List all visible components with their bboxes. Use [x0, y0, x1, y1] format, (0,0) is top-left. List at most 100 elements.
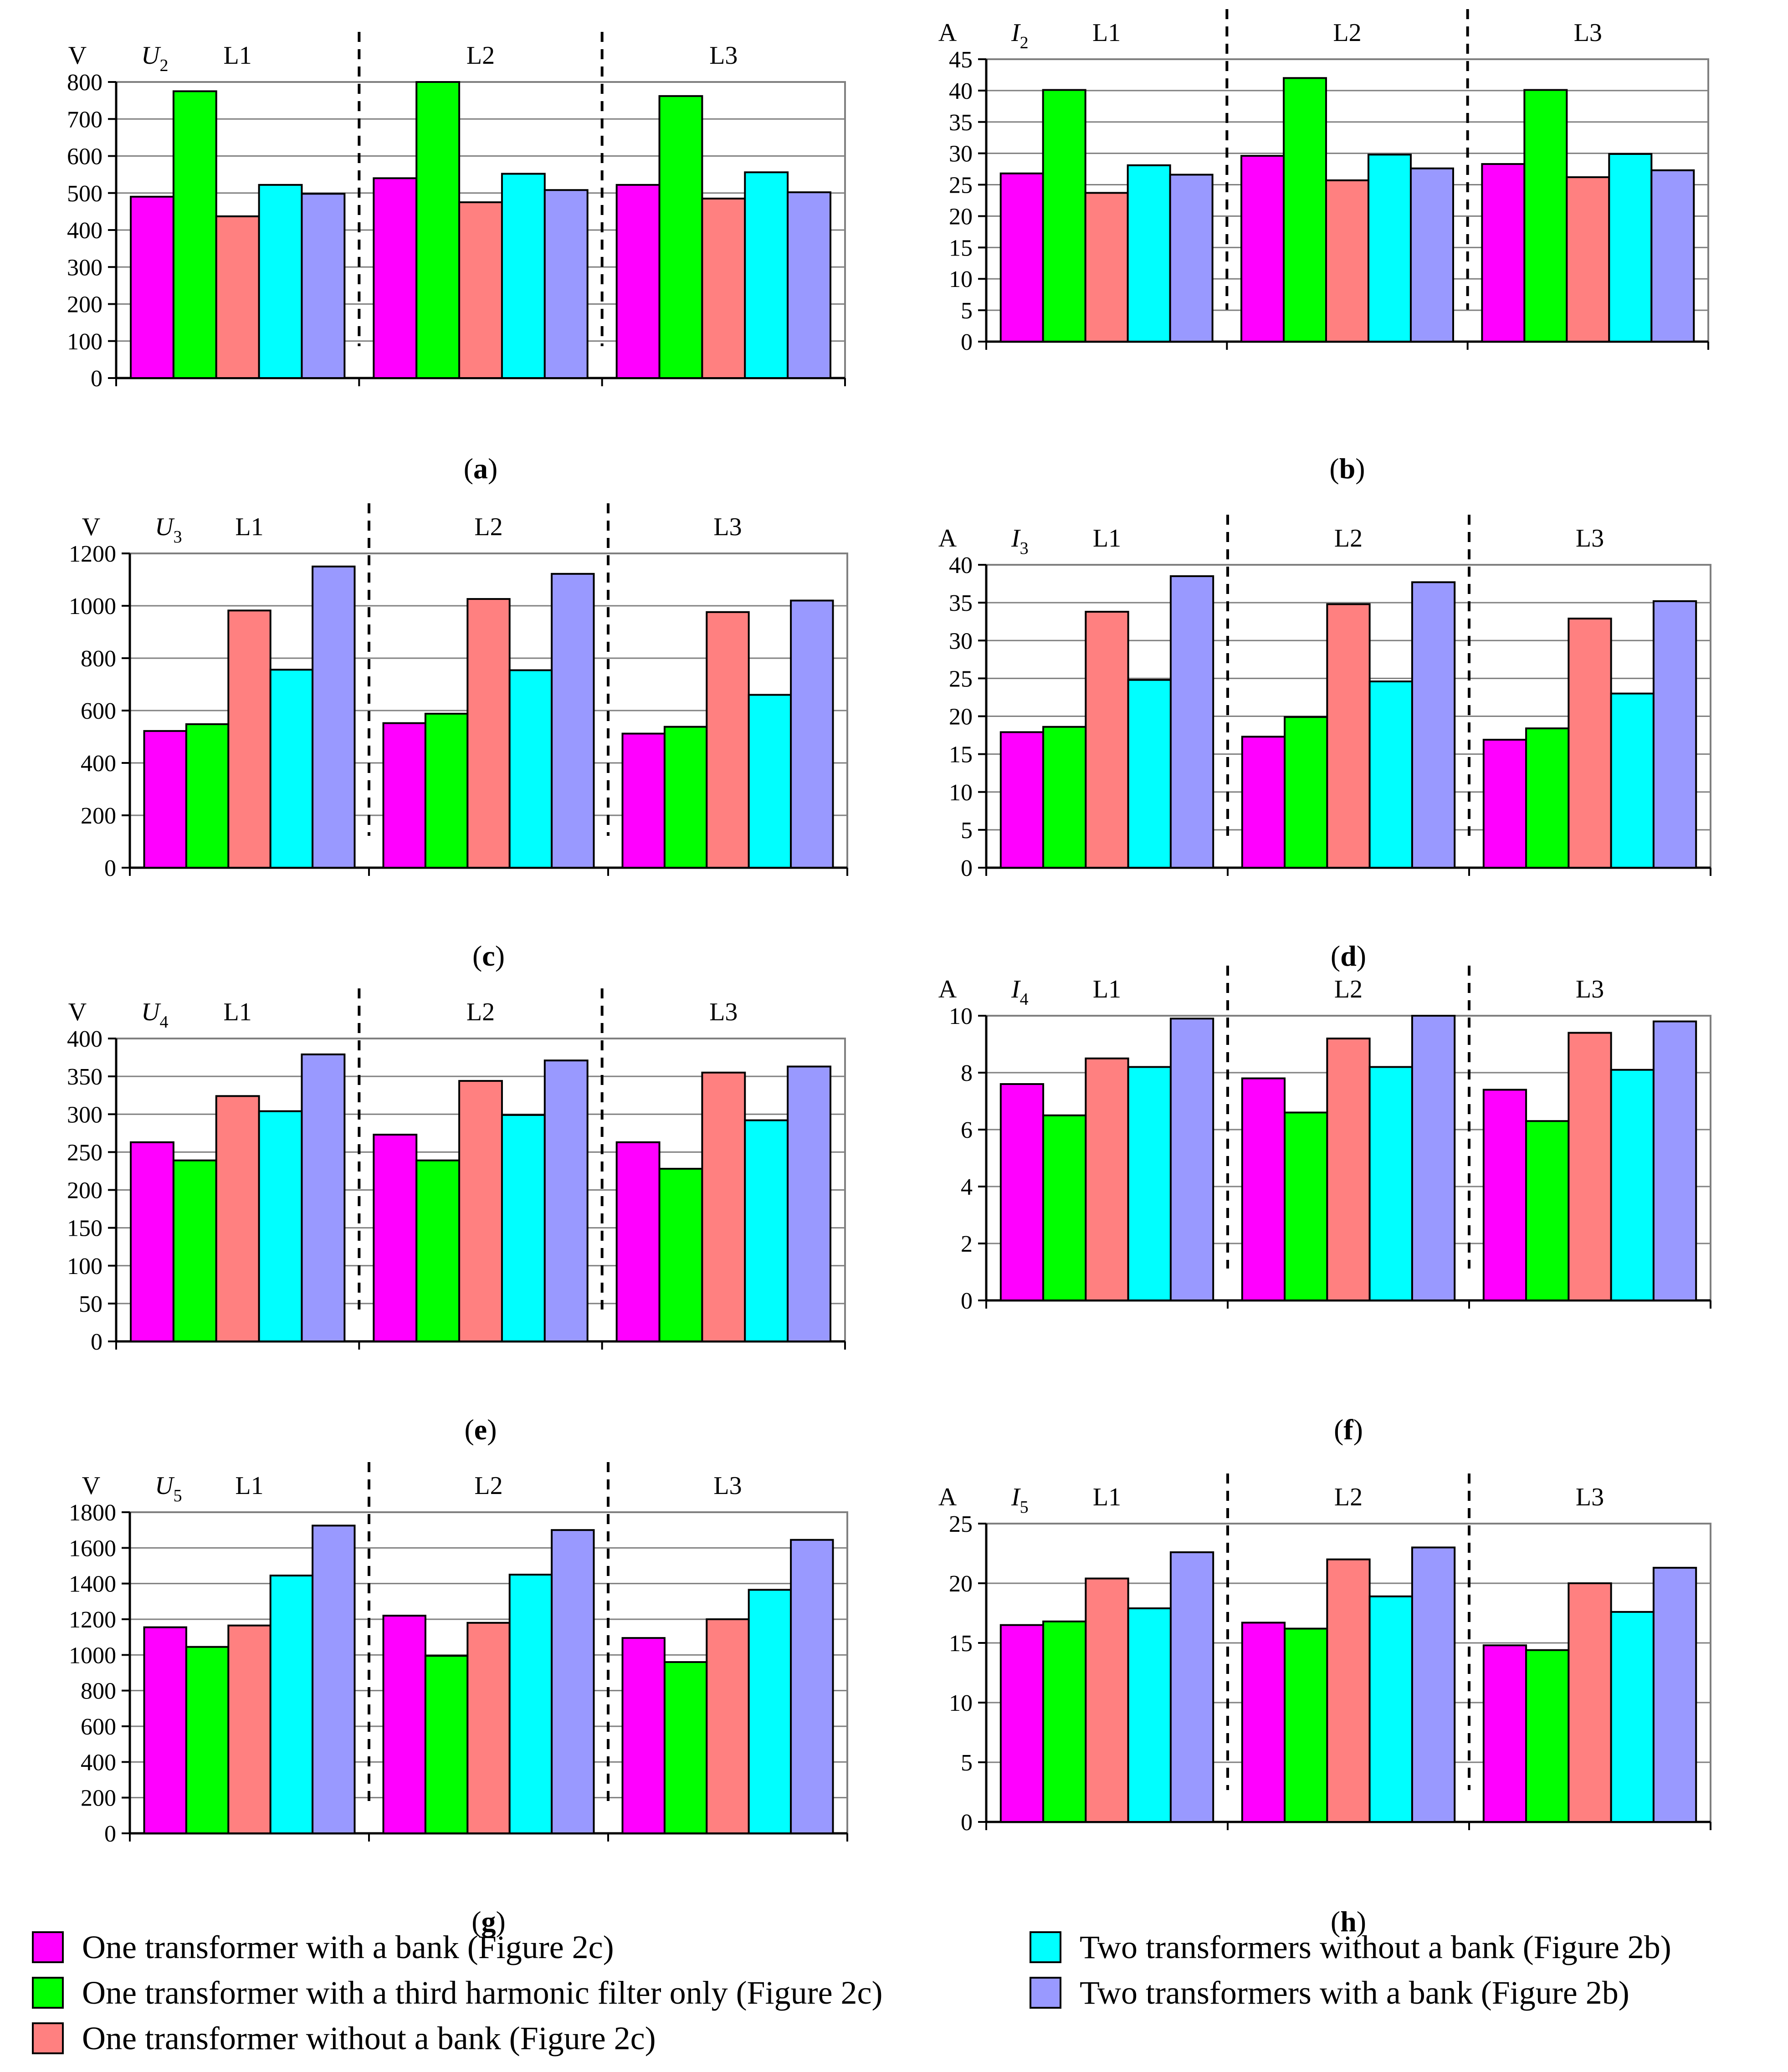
bar [1650, 169, 1695, 343]
bar [1523, 89, 1568, 343]
bar [1326, 1558, 1371, 1823]
bar [1367, 153, 1412, 343]
y-tick-label: 8 [961, 1060, 973, 1086]
bar [185, 1646, 230, 1834]
bar [269, 669, 314, 869]
bar [312, 565, 356, 869]
bar [1241, 736, 1286, 869]
legend-item: Two transformers with a bank (Figure 2b) [1030, 1972, 1629, 2013]
unit-label: A [938, 1483, 957, 1511]
panel-caption: (f) [1334, 1413, 1363, 1446]
bar [701, 197, 746, 379]
bar [1283, 77, 1327, 343]
bar [215, 215, 260, 379]
panel-caption-part: ( [471, 1905, 481, 1938]
category-label: L1 [235, 513, 263, 541]
chart-panel-e: 0 50 100 150 200 250 300 350 400 L1 L2 L3 V U4 (e) [67, 988, 846, 1446]
legend-label: One transformer with a bank (Figure 2c) [82, 1929, 614, 1965]
panel-caption: (d) [1331, 940, 1366, 972]
bar [143, 730, 187, 869]
bar [1568, 1582, 1612, 1823]
quantity-label: I5 [1011, 1483, 1029, 1517]
panel-caption-part: ( [464, 1413, 474, 1446]
panel-caption-part: ( [472, 940, 482, 972]
bar [1411, 1546, 1456, 1823]
bar [143, 1626, 187, 1834]
unit-label: A [938, 975, 957, 1003]
y-tick-label: 35 [949, 590, 973, 616]
bar [1610, 692, 1655, 869]
y-tick-label: 300 [67, 255, 102, 281]
chart-panel-c: 0 200 400 600 800 1000 1200 L1 L2 L3 V U3 (c) [69, 503, 848, 972]
panel-caption: (g) [471, 1905, 506, 1938]
legend-label: One transformer without a bank (Figure 2… [82, 2020, 656, 2057]
quantity-subscript: 2 [1020, 33, 1029, 52]
category-label: L3 [1576, 524, 1604, 553]
bar [1608, 153, 1653, 343]
bar [999, 172, 1044, 343]
bar [130, 195, 174, 379]
unit-label: A [938, 19, 957, 47]
bar [1042, 89, 1086, 343]
panel-caption: (b) [1329, 452, 1365, 485]
bar [1169, 1551, 1214, 1823]
y-tick-label: 25 [949, 173, 973, 199]
y-tick-label: 0 [961, 329, 973, 355]
y-tick-label: 400 [81, 1750, 116, 1775]
y-tick-label: 50 [79, 1291, 102, 1317]
y-tick-label: 150 [67, 1216, 102, 1242]
bar [706, 1618, 750, 1834]
bar [1085, 1577, 1129, 1823]
bar [551, 573, 595, 869]
legend-swatch [32, 1977, 64, 2009]
quantity-label: U2 [141, 41, 168, 75]
y-tick-label: 800 [81, 646, 116, 672]
legend-swatch [32, 1931, 64, 1963]
y-tick-label: 600 [67, 144, 102, 170]
bar [373, 177, 418, 379]
bar [999, 1083, 1045, 1301]
bar [1652, 1566, 1697, 1823]
y-tick-label: 15 [949, 742, 973, 768]
y-tick-label: 1000 [69, 1642, 116, 1668]
bar [1240, 155, 1285, 343]
quantity-symbol: I [1011, 1483, 1021, 1511]
y-tick-label: 15 [949, 1631, 973, 1657]
category-label: L3 [709, 998, 738, 1026]
bar [1127, 679, 1172, 869]
y-tick-label: 45 [949, 47, 973, 73]
panel-caption-part: c [482, 940, 495, 972]
y-tick-label: 10 [949, 1690, 973, 1716]
bar [415, 81, 461, 379]
bar [1482, 739, 1527, 869]
category-label: L1 [235, 1472, 263, 1500]
y-tick-label: 100 [67, 1253, 102, 1279]
quantity-symbol: U [141, 998, 161, 1026]
category-label: L3 [713, 1472, 742, 1500]
quantity-symbol: U [155, 513, 175, 541]
bar [1411, 581, 1456, 869]
y-tick-label: 35 [949, 110, 973, 136]
category-label: L3 [1576, 975, 1604, 1003]
category-label: L2 [474, 513, 502, 541]
y-tick-label: 40 [949, 78, 973, 104]
bar [621, 732, 666, 869]
bar [790, 599, 834, 869]
y-tick-label: 6 [961, 1117, 973, 1143]
y-tick-label: 800 [67, 70, 102, 96]
panel-caption-part: ) [488, 452, 497, 485]
legend-label: Two transformers with a bank (Figure 2b) [1080, 1974, 1629, 2011]
bar [621, 1637, 666, 1834]
panel-caption-part: b [1339, 452, 1356, 485]
y-tick-label: 10 [949, 266, 973, 292]
bar [227, 609, 272, 869]
unit-label: V [82, 1472, 100, 1500]
bar [748, 694, 792, 869]
bar [382, 722, 426, 869]
panel-caption-part: ) [496, 1905, 506, 1938]
category-label: L3 [1574, 19, 1602, 47]
bar [1368, 680, 1413, 869]
y-tick-label: 200 [67, 1178, 102, 1204]
